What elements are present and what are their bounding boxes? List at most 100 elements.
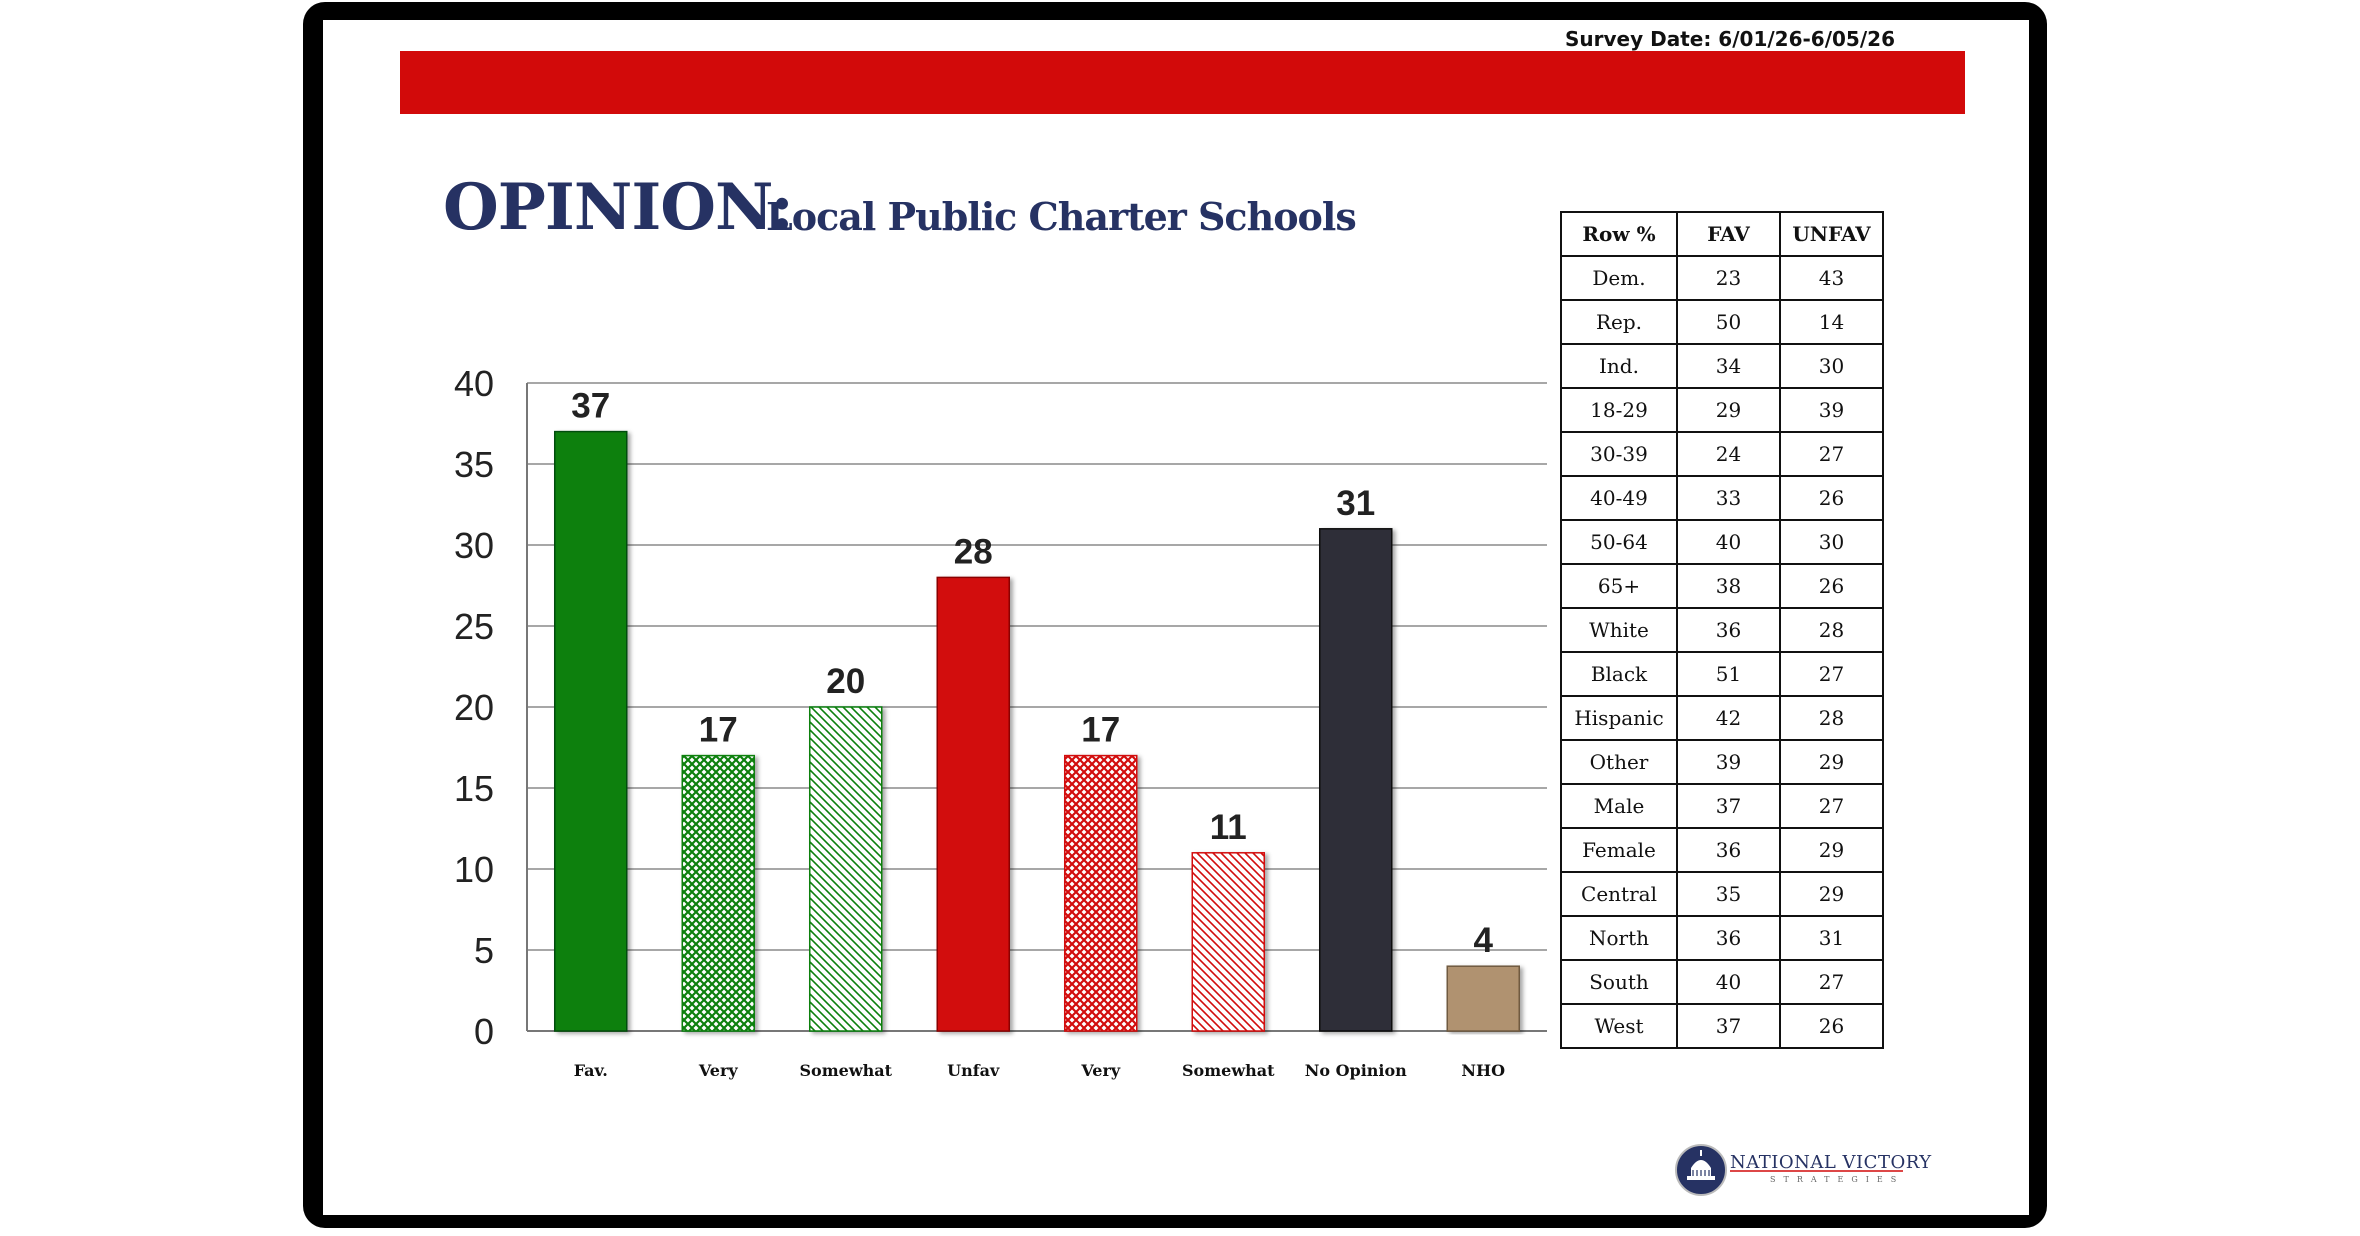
table-cell-unfav: 28 — [1779, 607, 1884, 653]
x-category-label: Fav. — [574, 1061, 608, 1080]
bar-value-label: 28 — [954, 532, 993, 571]
table-cell-fav: 38 — [1676, 563, 1781, 609]
table-row-label: Hispanic — [1560, 695, 1678, 741]
table-row-label: White — [1560, 607, 1678, 653]
table-row-label: Ind. — [1560, 343, 1678, 389]
table-row: 50-64 40 30 — [1560, 519, 1884, 565]
capitol-icon — [1675, 1144, 1727, 1196]
table-cell-unfav: 27 — [1779, 783, 1884, 829]
survey-date: Survey Date: 6/01/26-6/05/26 — [1565, 27, 1895, 51]
table-cell-unfav: 31 — [1779, 915, 1884, 961]
bar — [554, 430, 628, 1032]
bar — [1319, 528, 1393, 1032]
bar — [681, 754, 755, 1032]
y-tick-label: 20 — [454, 687, 494, 728]
bar — [809, 706, 883, 1032]
y-tick-label: 0 — [474, 1011, 494, 1052]
y-tick-label: 15 — [454, 768, 494, 809]
logo-name: NATIONAL VICTORY — [1730, 1152, 1932, 1173]
table-row-label: Dem. — [1560, 255, 1678, 301]
table-row-label: 50-64 — [1560, 519, 1678, 565]
table-cell-fav: 42 — [1676, 695, 1781, 741]
table-row: South 40 27 — [1560, 959, 1884, 1005]
table-cell-fav: 40 — [1676, 519, 1781, 565]
table-cell-unfav: 27 — [1779, 651, 1884, 697]
bar-value-label: 11 — [1210, 808, 1247, 847]
y-axis-ticks: 0 5 10 15 20 25 30 35 40 — [454, 363, 494, 1052]
table-cell-unfav: 14 — [1779, 299, 1884, 345]
table-cell-fav: 34 — [1676, 343, 1781, 389]
table-row: Dem. 23 43 — [1560, 255, 1884, 301]
table-cell-unfav: 30 — [1779, 519, 1884, 565]
table-cell-fav: 36 — [1676, 827, 1781, 873]
bar-value-label: 4 — [1474, 921, 1494, 960]
table-cell-unfav: 26 — [1779, 563, 1884, 609]
table-row: White 36 28 — [1560, 607, 1884, 653]
table-cell-fav: 37 — [1676, 783, 1781, 829]
table-row-label: 30-39 — [1560, 431, 1678, 477]
table-header: Row % — [1560, 211, 1678, 257]
table-cell-fav: 24 — [1676, 431, 1781, 477]
table-cell-fav: 40 — [1676, 959, 1781, 1005]
y-tick-label: 40 — [454, 363, 494, 404]
page-title: OPINION: — [443, 170, 794, 245]
bar-value-label: 20 — [826, 662, 865, 701]
bar-value-labels: 37 17 20 28 17 11 31 4 — [571, 387, 1493, 961]
table-body: Dem. 23 43 Rep. 50 14 Ind. 34 30 18-29 29 39 30-39 24… — [1560, 255, 1884, 1049]
x-axis-labels: Fav. Very Somewhat Unfav Very Somewhat No Opin… — [574, 1061, 1505, 1080]
table-row: Other 39 29 — [1560, 739, 1884, 785]
table-header: UNFAV — [1779, 211, 1884, 257]
table-cell-fav: 50 — [1676, 299, 1781, 345]
x-category-label: No Opinion — [1305, 1061, 1407, 1080]
table-cell-fav: 36 — [1676, 607, 1781, 653]
table-row-label: Black — [1560, 651, 1678, 697]
table-cell-unfav: 29 — [1779, 871, 1884, 917]
table-cell-unfav: 29 — [1779, 739, 1884, 785]
table-header-row: Row % FAV UNFAV — [1560, 211, 1884, 257]
table-row: 40-49 33 26 — [1560, 475, 1884, 521]
table-cell-unfav: 29 — [1779, 827, 1884, 873]
table-cell-unfav: 26 — [1779, 1003, 1884, 1049]
table-row: North 36 31 — [1560, 915, 1884, 961]
bar-value-label: 17 — [1081, 711, 1120, 750]
table-row: Central 35 29 — [1560, 871, 1884, 917]
table-cell-fav: 29 — [1676, 387, 1781, 433]
table-row: Male 37 27 — [1560, 783, 1884, 829]
table-row: Black 51 27 — [1560, 651, 1884, 697]
bar — [1191, 852, 1265, 1032]
table-row-label: Central — [1560, 871, 1678, 917]
table-row: Female 36 29 — [1560, 827, 1884, 873]
table-row-label: Other — [1560, 739, 1678, 785]
table-cell-unfav: 27 — [1779, 431, 1884, 477]
bar-value-label: 37 — [571, 387, 610, 426]
header-red-bar — [400, 51, 1965, 114]
table-header: FAV — [1676, 211, 1781, 257]
x-category-label: Somewhat — [1182, 1061, 1275, 1080]
table-cell-fav: 39 — [1676, 739, 1781, 785]
bar — [1446, 965, 1520, 1032]
x-category-label: Unfav — [947, 1061, 1000, 1080]
table-row-label: 65+ — [1560, 563, 1678, 609]
table-cell-unfav: 39 — [1779, 387, 1884, 433]
table-row: 18-29 29 39 — [1560, 387, 1884, 433]
x-category-label: Somewhat — [800, 1061, 893, 1080]
table-row: 65+ 38 26 — [1560, 563, 1884, 609]
y-tick-label: 10 — [454, 849, 494, 890]
x-category-label: Very — [698, 1061, 739, 1080]
table-cell-unfav: 30 — [1779, 343, 1884, 389]
table-row: Rep. 50 14 — [1560, 299, 1884, 345]
table-cell-unfav: 26 — [1779, 475, 1884, 521]
y-tick-label: 5 — [474, 930, 494, 971]
table-row-label: North — [1560, 915, 1678, 961]
x-category-label: NHO — [1461, 1061, 1505, 1080]
crosstab-table: Row % FAV UNFAV Dem. 23 43 Rep. 50 14 Ind. 34 30… — [1560, 211, 1884, 1049]
table-cell-unfav: 28 — [1779, 695, 1884, 741]
y-tick-label: 25 — [454, 606, 494, 647]
table-row: Ind. 34 30 — [1560, 343, 1884, 389]
bar-value-label: 17 — [699, 711, 738, 750]
table-row: Hispanic 42 28 — [1560, 695, 1884, 741]
table-cell-fav: 37 — [1676, 1003, 1781, 1049]
y-tick-label: 35 — [454, 444, 494, 485]
table-cell-fav: 23 — [1676, 255, 1781, 301]
